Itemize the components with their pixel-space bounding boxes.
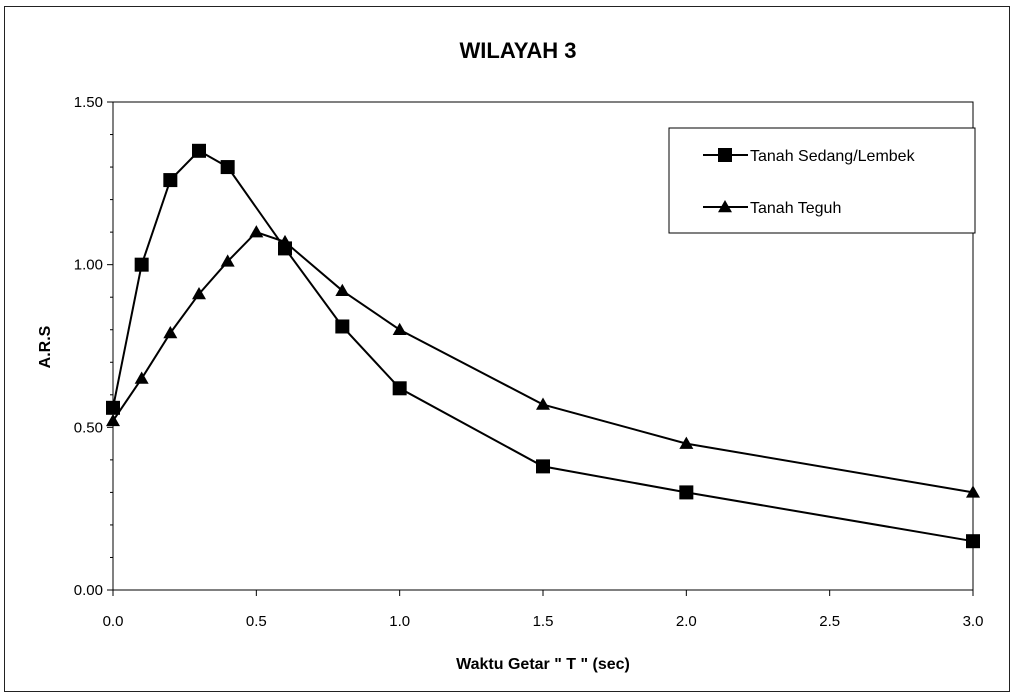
y-axis-title: A.R.S bbox=[37, 325, 54, 368]
triangle-marker bbox=[536, 397, 550, 410]
series-line bbox=[112, 230, 974, 494]
square-marker bbox=[134, 257, 149, 272]
triangle-marker bbox=[966, 485, 980, 498]
series-layer bbox=[106, 143, 980, 549]
y-tick-label: 0.50 bbox=[74, 419, 103, 436]
square-marker bbox=[220, 160, 235, 175]
x-tick-label: 0.0 bbox=[103, 613, 124, 630]
square-marker bbox=[163, 173, 178, 188]
triangle-marker bbox=[220, 254, 235, 267]
y-tick-label: 0.00 bbox=[74, 582, 103, 599]
triangle-marker bbox=[192, 286, 206, 300]
square-marker bbox=[106, 400, 120, 415]
legend-triangle-marker bbox=[718, 200, 732, 213]
triangle-marker bbox=[392, 322, 407, 335]
x-axis-title: Waktu Getar " T " (sec) bbox=[456, 656, 630, 673]
square-marker bbox=[536, 459, 550, 474]
legend-label: Tanah Sedang/Lembek bbox=[750, 148, 916, 165]
x-tick-label: 0.5 bbox=[246, 613, 267, 630]
y-tick-label: 1.00 bbox=[74, 257, 103, 274]
x-axis-ticks: 0.0 0.5 1.0 1.5 2.0 2.5 3.0 bbox=[103, 590, 984, 630]
triangle-marker bbox=[134, 371, 149, 384]
square-marker bbox=[392, 381, 407, 396]
x-tick-label: 1.0 bbox=[389, 613, 410, 630]
series-tanah-teguh bbox=[106, 225, 980, 498]
square-marker bbox=[335, 319, 350, 334]
square-marker bbox=[192, 143, 206, 158]
triangle-marker bbox=[278, 234, 292, 248]
square-marker bbox=[966, 534, 980, 549]
x-tick-label: 2.5 bbox=[819, 613, 840, 630]
legend-square-marker bbox=[718, 148, 732, 162]
x-tick-label: 2.0 bbox=[676, 613, 697, 630]
triangle-marker bbox=[679, 436, 694, 449]
y-tick-label: 1.50 bbox=[74, 94, 103, 111]
y-axis-ticks: 0.00 0.50 1.00 1.50 bbox=[74, 94, 113, 599]
triangle-marker bbox=[249, 225, 264, 238]
x-tick-label: 3.0 bbox=[963, 613, 984, 630]
legend-label: Tanah Teguh bbox=[750, 200, 841, 217]
triangle-marker bbox=[106, 413, 120, 427]
legend: Tanah Sedang/Lembek Tanah Teguh bbox=[668, 127, 976, 234]
x-tick-label: 1.5 bbox=[533, 613, 554, 630]
triangle-marker bbox=[163, 325, 178, 339]
triangle-marker bbox=[335, 283, 350, 296]
chart-title: WILAYAH 3 bbox=[460, 38, 577, 63]
chart-frame bbox=[4, 6, 1010, 692]
square-marker bbox=[679, 485, 694, 500]
legend-box bbox=[668, 127, 976, 234]
